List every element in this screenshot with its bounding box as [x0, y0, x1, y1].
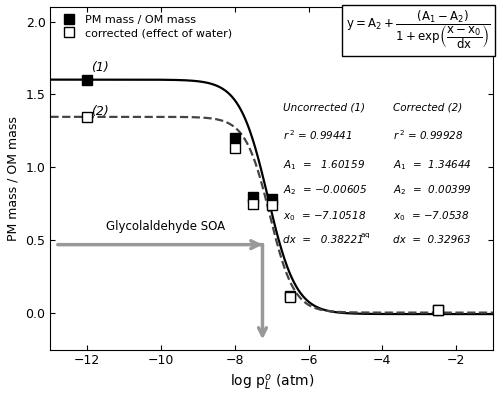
- Text: Corrected (2): Corrected (2): [394, 103, 462, 113]
- Text: Uncorrected (1): Uncorrected (1): [283, 103, 365, 113]
- Legend: PM mass / OM mass, corrected (effect of water): PM mass / OM mass, corrected (effect of …: [56, 12, 234, 40]
- Text: $\mathrm{y = A_2+\dfrac{(A_1-A_2)}{1+\exp\!\left(\dfrac{x-x_0}{dx}\right)}}$: $\mathrm{y = A_2+\dfrac{(A_1-A_2)}{1+\ex…: [346, 9, 491, 52]
- Text: A$_1$  =   1.60159: A$_1$ = 1.60159: [283, 158, 365, 172]
- Text: A$_2$  =  0.00399: A$_2$ = 0.00399: [394, 184, 472, 197]
- Text: x$_0$  = $-$7.10518: x$_0$ = $-$7.10518: [283, 209, 366, 223]
- Text: A$_2$  = $-$0.00605: A$_2$ = $-$0.00605: [283, 184, 367, 197]
- Text: dx  =  0.32963: dx = 0.32963: [394, 235, 471, 245]
- X-axis label: log p$_L^o$ (atm): log p$_L^o$ (atm): [230, 373, 314, 393]
- Text: (2): (2): [91, 106, 108, 118]
- Text: Glycolaldehyde SOA: Glycolaldehyde SOA: [106, 220, 225, 233]
- Text: $r\,^2$ = 0.99928: $r\,^2$ = 0.99928: [394, 129, 464, 142]
- Text: dx  =   0.38221: dx = 0.38221: [283, 235, 364, 245]
- Text: $\mathrm{_{aq}}$: $\mathrm{_{aq}}$: [360, 230, 370, 240]
- Y-axis label: PM mass / OM mass: PM mass / OM mass: [7, 116, 20, 241]
- Text: A$_1$  =  1.34644: A$_1$ = 1.34644: [394, 158, 472, 172]
- Text: x$_0$  = $-$7.0538: x$_0$ = $-$7.0538: [394, 209, 470, 223]
- Text: (1): (1): [91, 61, 108, 74]
- Text: $r\,^2$ = 0.99441: $r\,^2$ = 0.99441: [283, 129, 352, 142]
